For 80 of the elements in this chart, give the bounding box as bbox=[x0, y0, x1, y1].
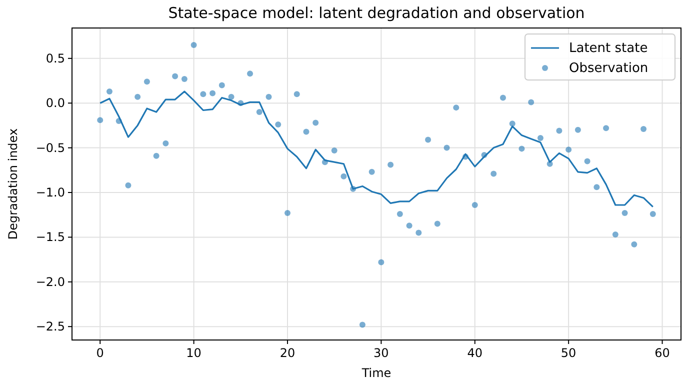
point bbox=[434, 220, 440, 227]
point bbox=[190, 42, 197, 48]
point bbox=[322, 159, 328, 166]
point bbox=[396, 210, 403, 217]
point bbox=[228, 94, 234, 100]
x-tick-label: 0 bbox=[96, 346, 104, 360]
y-tick-label: −1.5 bbox=[36, 230, 65, 244]
point bbox=[210, 90, 216, 96]
point bbox=[125, 182, 132, 188]
point bbox=[368, 168, 375, 175]
point bbox=[350, 186, 356, 192]
point bbox=[631, 241, 638, 248]
chart-title: State-space model: latent degradation and observation bbox=[168, 4, 585, 22]
y-tick-label: −0.5 bbox=[36, 140, 65, 155]
point bbox=[172, 73, 178, 80]
point bbox=[462, 154, 469, 160]
point bbox=[162, 140, 169, 146]
point bbox=[266, 94, 272, 100]
point bbox=[490, 170, 497, 177]
point bbox=[528, 99, 534, 106]
legend-label: Latent state bbox=[569, 41, 648, 56]
point bbox=[612, 232, 618, 238]
point bbox=[106, 88, 112, 94]
point bbox=[566, 146, 572, 153]
point bbox=[444, 144, 450, 151]
point bbox=[359, 322, 366, 328]
point bbox=[275, 122, 282, 128]
point bbox=[509, 120, 516, 127]
point bbox=[416, 230, 422, 236]
point bbox=[116, 118, 122, 124]
point bbox=[518, 146, 525, 152]
point bbox=[650, 210, 656, 217]
point bbox=[247, 70, 254, 77]
y-tick-label: 0.0 bbox=[46, 96, 65, 110]
point bbox=[134, 94, 141, 100]
point bbox=[425, 136, 432, 143]
point bbox=[537, 134, 544, 141]
point bbox=[622, 210, 628, 216]
point bbox=[556, 128, 562, 134]
point bbox=[453, 104, 460, 111]
point bbox=[144, 78, 150, 85]
x-axis-title: Time bbox=[360, 366, 392, 380]
x-tick-label: 10 bbox=[186, 346, 202, 360]
point bbox=[378, 259, 384, 266]
x-tick-label: 40 bbox=[467, 346, 483, 360]
line-series bbox=[99, 90, 654, 208]
y-tick-label: −1.0 bbox=[36, 185, 65, 200]
point bbox=[640, 126, 647, 132]
point bbox=[406, 222, 412, 229]
y-tick-label: 0.5 bbox=[46, 51, 65, 66]
point bbox=[584, 158, 590, 164]
point bbox=[218, 82, 225, 88]
point bbox=[603, 125, 610, 132]
point bbox=[546, 160, 553, 167]
point bbox=[97, 117, 104, 124]
point bbox=[331, 147, 338, 154]
x-tick-label: 60 bbox=[654, 346, 670, 360]
point bbox=[238, 100, 244, 106]
point bbox=[388, 162, 394, 168]
x-tick-label: 20 bbox=[280, 346, 296, 360]
point bbox=[294, 91, 300, 98]
point bbox=[303, 128, 310, 135]
legend-label: Observation bbox=[569, 61, 648, 76]
point bbox=[500, 94, 506, 101]
point bbox=[574, 126, 581, 133]
y-tick-label: −2.0 bbox=[36, 274, 65, 289]
point bbox=[312, 120, 319, 126]
point bbox=[181, 76, 188, 82]
x-tick-label: 30 bbox=[374, 346, 389, 360]
x-tick-label: 50 bbox=[560, 346, 576, 360]
point bbox=[594, 184, 600, 190]
point bbox=[284, 210, 290, 216]
point bbox=[481, 152, 488, 158]
point bbox=[256, 109, 262, 116]
point bbox=[472, 202, 478, 208]
point bbox=[153, 152, 160, 159]
y-axis-title: Degradation index bbox=[6, 128, 20, 240]
point bbox=[340, 173, 347, 180]
point bbox=[200, 91, 206, 98]
y-tick-label: −2.5 bbox=[36, 320, 65, 334]
